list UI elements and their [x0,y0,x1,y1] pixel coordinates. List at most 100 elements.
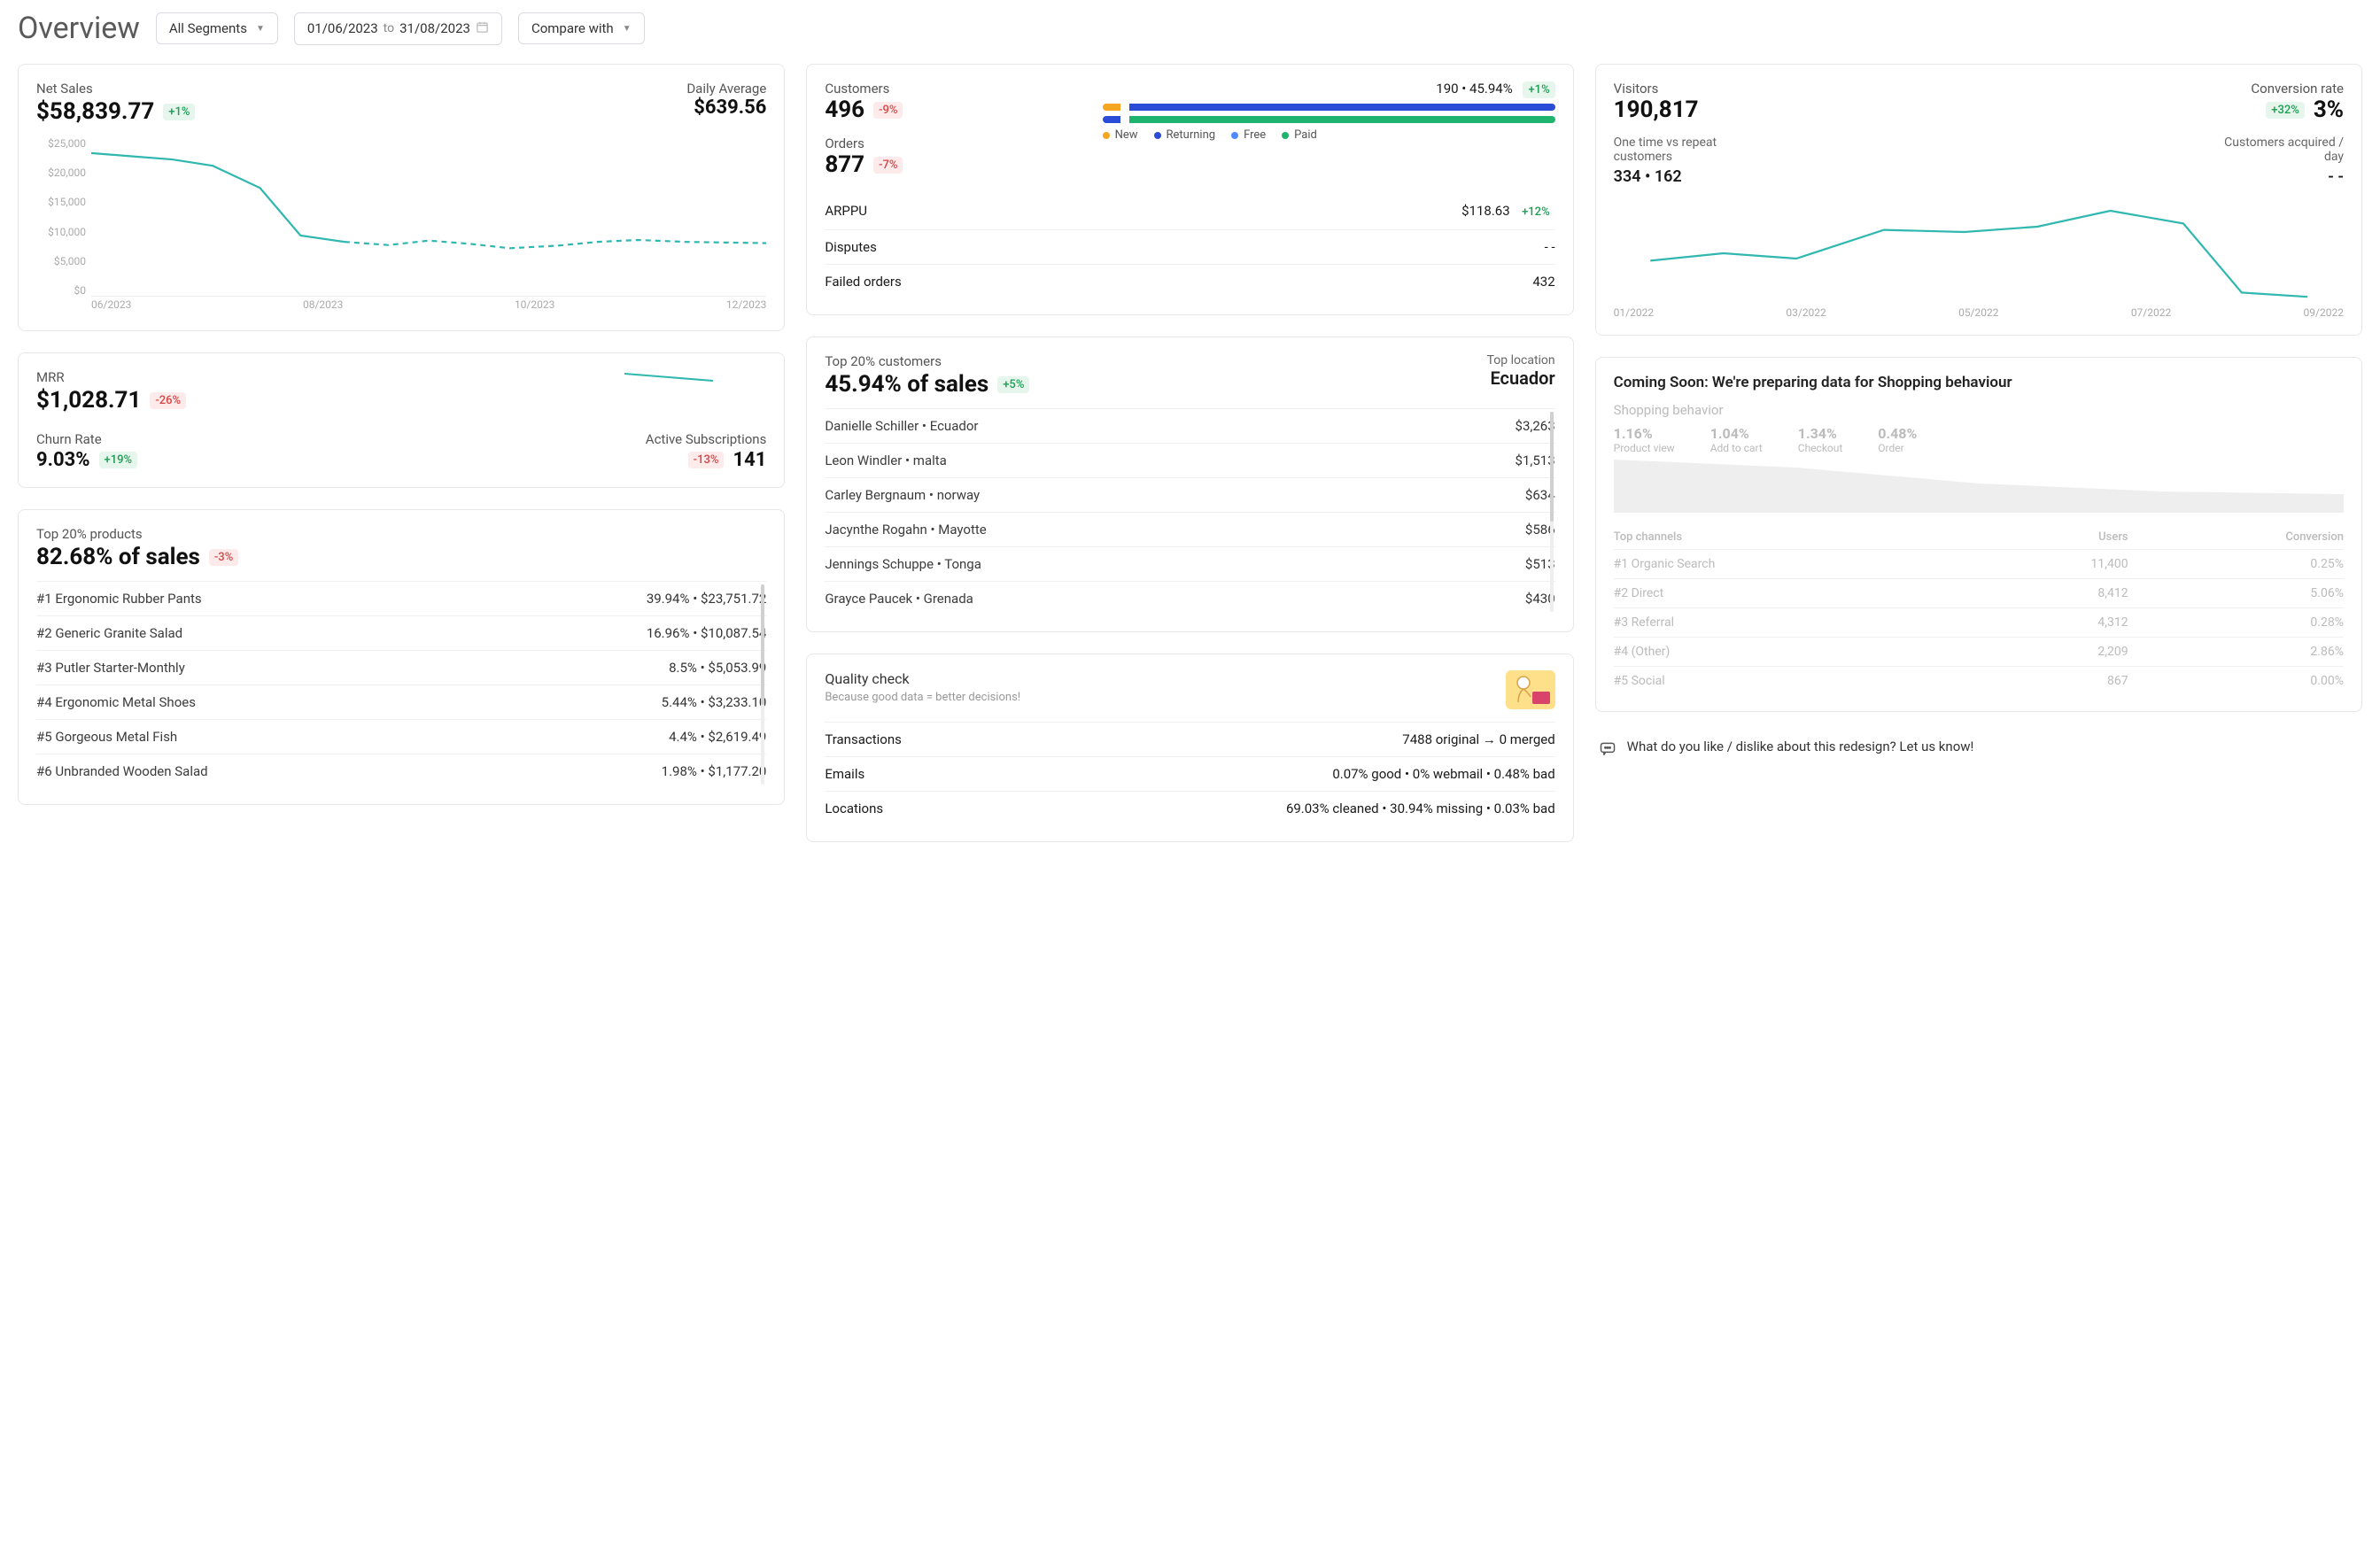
product-row[interactable]: #6 Unbranded Wooden Salad1.98% • $1,177.… [36,754,766,788]
churn-value: 9.03% [36,449,90,471]
channels-label: Top channels [1614,525,1990,550]
customer-row[interactable]: Jennings Schuppe • Tonga$513 [825,546,1554,581]
customers-top-delta: +1% [1523,81,1554,98]
product-row[interactable]: #1 Ergonomic Rubber Pants39.94% • $23,75… [36,581,766,615]
funnel-pct: 1.16% [1614,425,1675,442]
funnel-pct: 0.48% [1878,425,1917,442]
product-stat: 39.94% • $23,751.72 [647,591,767,607]
customer-row[interactable]: Danielle Schiller • Ecuador$3,263 [825,408,1554,443]
customer-row[interactable]: Leon Windler • malta $1,513 [825,443,1554,477]
customer-name: Danielle Schiller • Ecuador [825,418,978,434]
segments-dropdown[interactable]: All Segments ▼ [156,12,278,44]
compare-label: Compare with [531,20,614,36]
channel-conv: 0.25% [2128,550,2344,579]
funnel-label: Checkout [1798,442,1843,454]
quality-key: Emails [825,766,864,782]
metric-row: ARPPU$118.63 +12% [825,194,1554,229]
quality-illustration-icon [1506,670,1555,713]
customers-label: Customers [825,81,1073,97]
product-row[interactable]: #3 Putler Starter-Monthly 8.5% • $5,053.9… [36,650,766,685]
product-name: #2 Generic Granite Salad [36,625,182,641]
date-from: 01/06/2023 [307,20,378,36]
net-sales-card: Net Sales $58,839.77 +1% Daily Average $… [18,64,785,331]
product-name: #5 Gorgeous Metal Fish [36,729,177,745]
chevron-down-icon: ▼ [256,24,265,34]
coming-soon-title: Coming Soon: We're preparing data for Sh… [1614,374,2344,391]
feedback-prompt[interactable]: What do you like / dislike about this re… [1595,733,2362,763]
coming-soon-card: Coming Soon: We're preparing data for Sh… [1595,357,2362,712]
page-title: Overview [18,11,140,46]
metric-key: Failed orders [825,274,901,290]
scrollbar[interactable] [1550,412,1554,612]
customer-name: Leon Windler • malta [825,452,947,468]
feedback-text: What do you like / dislike about this re… [1627,739,1974,754]
channel-name: #5 Social [1614,667,1990,696]
orders-delta: -7% [873,157,903,174]
product-name: #6 Unbranded Wooden Salad [36,763,208,779]
customer-val: $1,513 [1516,452,1555,468]
quality-check-card: Quality check Because good data = better… [806,654,1573,842]
product-stat: 5.44% • $3,233.10 [662,694,767,710]
top-location-label: Top location [1487,353,1555,367]
customers-top-stat: 190 • 45.94% [1436,81,1512,97]
funnel-pct: 1.04% [1710,425,1763,442]
customer-row[interactable]: Grayce Paucek • Grenada$430 [825,581,1554,615]
customer-row[interactable]: Jacynthe Rogahn • Mayotte$586 [825,512,1554,546]
quality-subtitle: Because good data = better decisions! [825,691,1020,704]
quality-row: Transactions7488 original → 0 merged [825,722,1554,756]
x-tick: 07/2022 [2131,306,2171,319]
metric-key: ARPPU [825,203,867,220]
quality-title: Quality check [825,670,1020,687]
product-stat: 8.5% • $5,053.99 [669,660,766,676]
channel-users: 4,312 [1990,608,2128,638]
conversion-label: Conversion rate [2251,81,2344,97]
acquired-label: Customers acquired / day [2202,135,2344,164]
channel-conv: 0.00% [2128,667,2344,696]
date-range-picker[interactable]: 01/06/2023 to 31/08/2023 [294,12,502,45]
scrollbar[interactable] [761,584,764,785]
visitors-value: 190,817 [1614,97,1699,123]
customer-row[interactable]: Carley Bergnaum • norway$634 [825,477,1554,512]
top-customers-card: Top 20% customers 45.94% of sales +5% To… [806,336,1573,632]
mrr-delta: -26% [150,392,186,409]
date-to: 31/08/2023 [399,20,470,36]
product-name: #4 Ergonomic Metal Shoes [36,694,196,710]
funnel-label: Product view [1614,442,1675,454]
churn-delta: +19% [99,452,138,468]
channel-conv: 5.06% [2128,579,2344,608]
funnel-stat: 0.48%Order [1878,425,1917,454]
product-row[interactable]: #5 Gorgeous Metal Fish 4.4% • $2,619.49 [36,719,766,754]
repeat-value: 334 • 162 [1614,167,1756,186]
top-customers-headline: 45.94% of sales [825,371,988,398]
y-tick: $15,000 [36,196,91,208]
product-row[interactable]: #2 Generic Granite Salad16.96% • $10,087… [36,615,766,650]
customers-bar-1 [1103,104,1555,111]
channel-name: #3 Referral [1614,608,1990,638]
daily-avg-value: $639.56 [686,97,766,119]
product-row[interactable]: #4 Ergonomic Metal Shoes 5.44% • $3,233.1… [36,685,766,719]
x-tick: 09/2022 [2304,306,2344,319]
customers-legend: NewReturningFreePaid [1103,128,1555,142]
top-products-delta: -3% [209,549,238,566]
orders-label: Orders [825,135,1073,151]
top-location-value: Ecuador [1487,367,1555,389]
product-name: #3 Putler Starter-Monthly [36,660,185,676]
product-stat: 4.4% • $2,619.49 [669,729,766,745]
conversion-value: 3% [2314,97,2344,123]
compare-dropdown[interactable]: Compare with ▼ [518,12,645,44]
chat-icon [1599,740,1616,758]
legend-item: Paid [1282,128,1317,142]
net-sales-label: Net Sales [36,81,195,97]
customer-name: Carley Bergnaum • norway [825,487,980,503]
funnel-label: Order [1878,442,1917,454]
net-sales-delta: +1% [163,104,195,120]
col-users: Users [1990,525,2128,550]
channel-users: 867 [1990,667,2128,696]
channel-row: #1 Organic Search11,4000.25% [1614,550,2344,579]
channel-users: 11,400 [1990,550,2128,579]
calendar-icon [476,20,489,37]
top-products-headline: 82.68% of sales [36,544,200,570]
top-customers-delta: +5% [997,376,1029,393]
metric-key: Disputes [825,239,877,255]
customers-bar-2 [1103,116,1555,123]
